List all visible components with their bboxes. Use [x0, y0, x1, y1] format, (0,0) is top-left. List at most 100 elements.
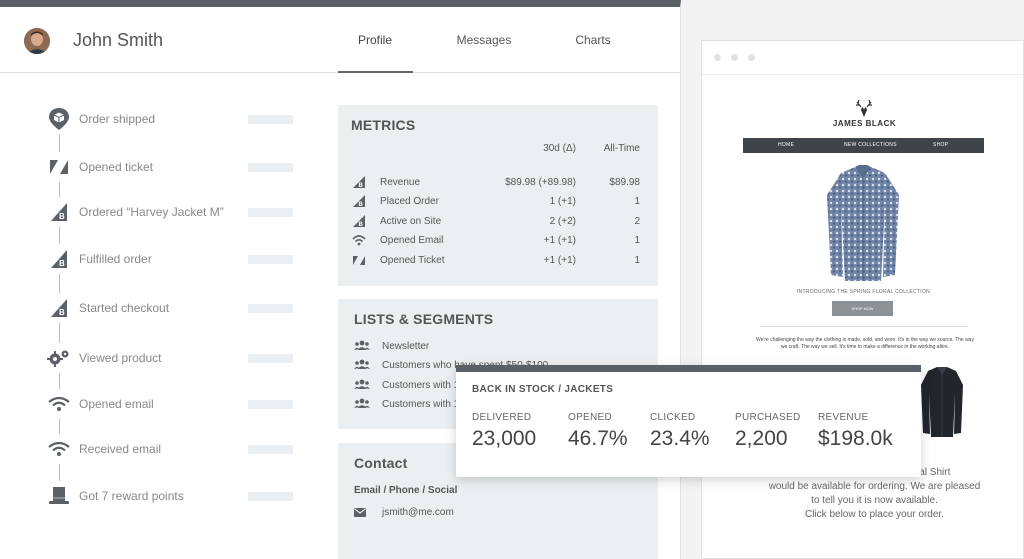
zendesk-icon: [44, 152, 74, 182]
list-item[interactable]: Newsletter: [338, 338, 658, 356]
stat-label: CLICKED: [650, 412, 696, 423]
list-item-label: Newsletter: [382, 341, 430, 352]
timeline-item[interactable]: B Started checkout: [44, 293, 304, 323]
metric-label: Revenue: [380, 177, 421, 188]
metric-alltime-value: 2: [634, 216, 640, 227]
nav-home-link[interactable]: HOME: [778, 142, 795, 148]
svg-text:B: B: [359, 222, 364, 228]
timeline-placeholder-bar: [248, 304, 293, 313]
paragraph-line: to tell you it is now available.: [811, 495, 938, 506]
campaign-stats-card[interactable]: BACK IN STOCK / JACKETS DELIVERED 23,000…: [456, 365, 921, 477]
tab-profile[interactable]: Profile: [357, 33, 392, 47]
contact-email[interactable]: jsmith@me.com: [382, 507, 454, 518]
stat-label: OPENED: [568, 412, 613, 423]
timeline-label: Started checkout: [79, 301, 170, 315]
wifi-icon: [44, 434, 74, 464]
users-icon: [354, 359, 370, 369]
email-navbar: HOME NEW COLLECTIONS SHOP: [743, 138, 984, 153]
tab-charts[interactable]: Charts: [575, 33, 611, 47]
timeline-placeholder-bar: [248, 255, 293, 264]
timeline-item[interactable]: Got 7 reward points: [44, 481, 304, 511]
metric-label: Active on Site: [380, 216, 442, 227]
svg-text:B: B: [359, 202, 364, 208]
wifi-icon: [352, 235, 366, 246]
timeline-placeholder-bar: [248, 445, 293, 454]
email-body-text: We're challenging the way the clothing i…: [756, 337, 974, 350]
timeline-label: Order shipped: [79, 112, 156, 126]
timeline-label: Opened email: [79, 397, 154, 411]
user-name: John Smith: [73, 30, 164, 50]
users-icon: [354, 340, 370, 350]
email-paragraph: Floral Shirt would be available for orde…: [742, 466, 1007, 522]
paragraph-line: Click below to place your order.: [805, 509, 944, 520]
location-box-icon: [44, 104, 74, 134]
bigcommerce-icon: B: [353, 176, 365, 189]
timeline-item[interactable]: Opened ticket: [44, 152, 304, 182]
shop-now-button[interactable]: SHOP NOW: [832, 301, 893, 316]
mail-icon: [354, 508, 366, 517]
timeline-item[interactable]: Opened email: [44, 389, 304, 419]
stat-label: PURCHASED: [735, 412, 801, 423]
dark-shirt-image[interactable]: [920, 367, 964, 437]
active-tab-indicator: [338, 71, 413, 73]
metric-label: Opened Ticket: [380, 255, 445, 266]
timeline-item[interactable]: Viewed product: [44, 343, 304, 373]
stat-purchased: PURCHASED 2,200: [735, 412, 801, 451]
list-item-label: Customers with 1: [382, 399, 460, 410]
metric-30d-value: +1 (+1): [543, 235, 576, 246]
timeline-label: Fulfilled order: [79, 252, 152, 266]
top-hat-icon: [44, 481, 74, 511]
stat-value: $198.0k: [818, 427, 893, 450]
list-item[interactable]: Customers with 1: [338, 377, 658, 395]
svg-text:B: B: [359, 183, 364, 189]
lists-title: LISTS & SEGMENTS: [354, 311, 494, 327]
users-icon: [354, 398, 370, 408]
svg-text:B: B: [59, 308, 65, 317]
metric-row: B Active on Site 2 (+2) 2: [338, 213, 658, 231]
metric-alltime-value: $89.98: [609, 177, 640, 188]
metrics-col-30d: 30d (Δ): [543, 143, 576, 154]
stat-clicked: CLICKED 23.4%: [650, 412, 710, 451]
window-dot: [714, 54, 721, 61]
paragraph-line: would be available for ordering. We are …: [768, 481, 981, 492]
timeline-placeholder-bar: [248, 492, 293, 501]
timeline-placeholder-bar: [248, 208, 293, 217]
timeline-item[interactable]: Received email: [44, 434, 304, 464]
stag-logo-icon: [856, 99, 872, 117]
window-dot: [748, 54, 755, 61]
paragraph-line: Floral Shirt: [902, 467, 951, 478]
metrics-card: METRICS 30d (Δ) All-Time B Revenue $89.9…: [338, 105, 658, 286]
metric-30d-value: 2 (+2): [549, 216, 576, 227]
nav-shop-link[interactable]: SHOP: [933, 142, 949, 148]
brand-name: JAMES BLACK: [832, 119, 897, 128]
avatar[interactable]: [24, 28, 50, 54]
timeline-label: Ordered “Harvey Jacket M”: [79, 205, 224, 219]
timeline-item[interactable]: B Ordered “Harvey Jacket M”: [44, 197, 304, 227]
metrics-col-alltime: All-Time: [603, 143, 640, 154]
stat-label: DELIVERED: [472, 412, 532, 423]
metrics-title: METRICS: [351, 117, 416, 133]
nav-collections-link[interactable]: NEW COLLECTIONS: [844, 142, 897, 148]
timeline-label: Viewed product: [79, 351, 162, 365]
profile-header: John Smith Profile Messages Charts: [0, 7, 680, 73]
svg-text:B: B: [59, 212, 65, 221]
timeline-placeholder-bar: [248, 115, 293, 124]
timeline-item[interactable]: Order shipped: [44, 104, 304, 134]
stat-revenue: REVENUE $198.0k: [818, 412, 893, 451]
timeline-placeholder-bar: [248, 163, 293, 172]
tab-messages[interactable]: Messages: [456, 33, 512, 47]
shirt-image[interactable]: [823, 165, 903, 283]
zendesk-icon: [353, 256, 365, 265]
metric-30d-value: 1 (+1): [549, 196, 576, 207]
timeline-placeholder-bar: [248, 400, 293, 409]
divider: [760, 326, 968, 327]
bigcommerce-icon: B: [44, 197, 74, 227]
list-item[interactable]: Customers with 1: [338, 396, 658, 414]
metric-label: Opened Email: [380, 235, 444, 246]
bigcommerce-icon: B: [353, 215, 365, 228]
timeline-item[interactable]: B Fulfilled order: [44, 244, 304, 274]
bigcommerce-icon: B: [353, 195, 365, 208]
window-dot: [731, 54, 738, 61]
stat-value: 46.7%: [568, 427, 628, 450]
timeline-label: Opened ticket: [79, 160, 154, 174]
